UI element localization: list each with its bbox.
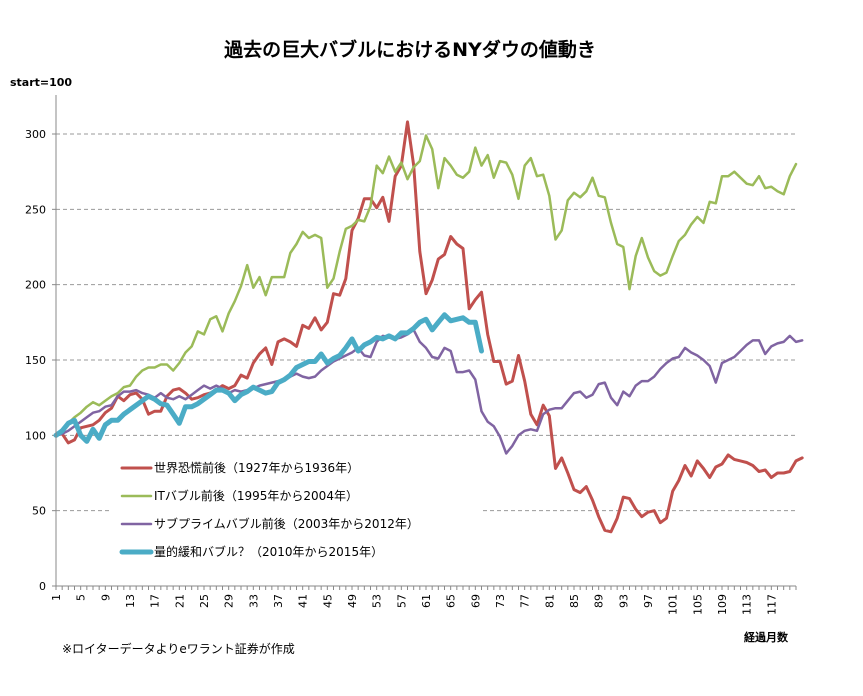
x-tick-label: 65	[445, 594, 458, 608]
x-tick-label: 13	[124, 594, 137, 608]
legend-label-1: 世界恐慌前後（1927年から1936年）	[154, 460, 359, 475]
x-tick-label: 49	[346, 594, 359, 608]
series-line-1	[54, 120, 804, 534]
x-tick-label: 29	[223, 594, 236, 608]
x-tick-label: 1	[50, 594, 63, 601]
x-ticks: 1 5 9 13 17 21 25 29 33 37 41 45 49 53 57 61 65 69 73 77 81 8…	[50, 586, 797, 615]
x-tick-label: 89	[593, 594, 606, 608]
x-tick-label: 21	[173, 594, 186, 608]
y-axis-label: start=100	[10, 76, 72, 89]
series-lines	[53, 120, 804, 534]
x-tick-label: 81	[543, 594, 556, 608]
x-tick-label: 33	[247, 594, 260, 608]
x-tick-label: 25	[198, 594, 211, 608]
x-tick-label: 37	[272, 594, 285, 608]
legend-background	[112, 455, 482, 577]
x-tick-label: 105	[691, 594, 704, 615]
y-tick-label: 100	[25, 429, 46, 442]
legend-label-3: サブプライムバブル前後（2003年から2012年）	[154, 516, 419, 531]
y-tick-label: 50	[32, 505, 46, 518]
x-axis-label: 経過月数	[744, 630, 789, 644]
axes	[55, 95, 796, 587]
x-tick-label: 45	[321, 594, 334, 608]
legend-label-4: 量的緩和バブル？（2010年から2015年）	[154, 544, 383, 559]
y-tick-label: 300	[25, 128, 46, 141]
x-tick-label: 73	[494, 594, 507, 608]
x-tick-label: 85	[568, 594, 581, 608]
chart-title: 過去の巨大バブルにおけるNYダウの値動き	[224, 38, 596, 61]
y-ticks: 0 50 100 150 200 250 300	[25, 128, 56, 593]
x-tick-label: 9	[99, 594, 112, 601]
series-line-2	[54, 134, 798, 437]
y-tick-label: 150	[25, 354, 46, 367]
x-tick-label: 5	[75, 594, 88, 601]
x-tick-label: 77	[519, 594, 532, 608]
x-tick-label: 61	[420, 594, 433, 608]
x-tick-label: 41	[297, 594, 310, 608]
series-line-3	[54, 328, 804, 455]
x-tick-label: 53	[371, 594, 384, 608]
x-tick-label: 117	[765, 594, 778, 615]
series-line-4	[53, 312, 484, 444]
x-tick-label: 101	[667, 594, 680, 615]
x-tick-label: 97	[642, 594, 655, 608]
x-tick-label: 113	[741, 594, 754, 615]
y-tick-label: 200	[25, 279, 46, 292]
x-tick-label: 69	[469, 594, 482, 608]
source-note: ※ロイターデータよりeワラント証券が作成	[62, 641, 295, 656]
y-tick-label: 250	[25, 203, 46, 216]
y-tick-label: 0	[39, 580, 46, 593]
x-tick-label: 109	[716, 594, 729, 615]
x-tick-label: 93	[617, 594, 630, 608]
x-tick-label: 17	[149, 594, 162, 608]
x-tick-label: 57	[395, 594, 408, 608]
legend: 世界恐慌前後（1927年から1936年） ITバブル前後（1995年から2004年…	[112, 455, 482, 577]
legend-label-2: ITバブル前後（1995年から2004年）	[154, 488, 358, 503]
